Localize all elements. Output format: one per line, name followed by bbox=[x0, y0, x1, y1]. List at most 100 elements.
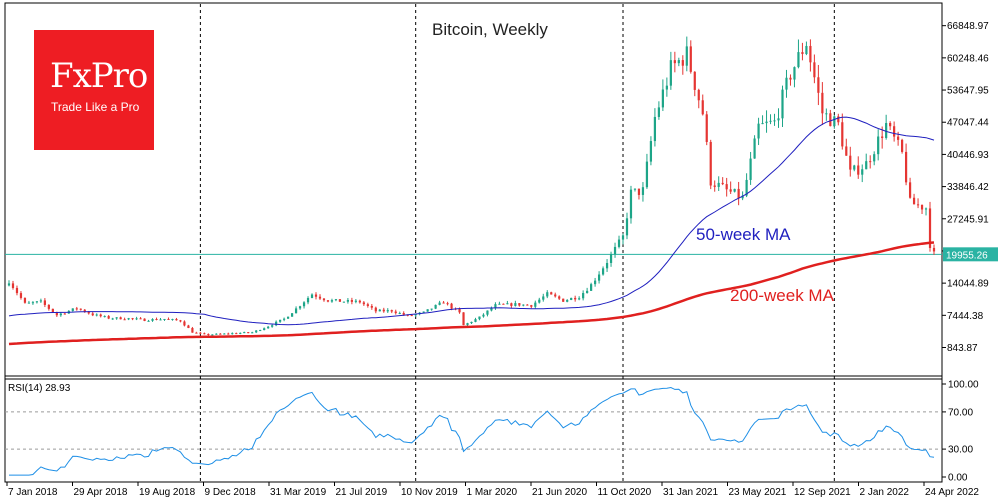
rsi-tick-label-2: 30.00 bbox=[948, 445, 973, 456]
candle-body-146 bbox=[590, 284, 593, 291]
candle-body-212 bbox=[853, 165, 856, 170]
candle-body-44 bbox=[183, 321, 186, 326]
price-tick-label-1: 60248.46 bbox=[947, 53, 989, 64]
candle-body-217 bbox=[873, 154, 876, 162]
candle-body-184 bbox=[741, 195, 744, 199]
candle-body-163 bbox=[657, 107, 660, 117]
candle-body-93 bbox=[378, 309, 381, 312]
price-tick-label-2: 53647.95 bbox=[947, 86, 989, 97]
candle-body-48 bbox=[199, 332, 202, 334]
candle-body-89 bbox=[362, 302, 365, 305]
candle-body-137 bbox=[554, 294, 557, 297]
candle-body-142 bbox=[574, 297, 577, 300]
candle-body-180 bbox=[725, 184, 728, 190]
candle-body-205 bbox=[825, 113, 828, 115]
candle-body-169 bbox=[681, 60, 684, 66]
candle-body-73 bbox=[298, 306, 302, 309]
candle-body-42 bbox=[175, 319, 178, 321]
candle-body-158 bbox=[637, 188, 641, 195]
candle-body-129 bbox=[522, 304, 525, 306]
candle-body-111 bbox=[450, 303, 453, 309]
candle-body-5 bbox=[27, 302, 31, 304]
candle-body-138 bbox=[558, 296, 561, 299]
time-tick-label-1: 29 Apr 2018 bbox=[74, 487, 128, 498]
candle-body-46 bbox=[191, 328, 194, 333]
candle-body-211 bbox=[849, 155, 852, 170]
candle-body-56 bbox=[231, 333, 234, 335]
candle-body-90 bbox=[366, 304, 369, 306]
candle-body-38 bbox=[159, 319, 162, 321]
candle-body-125 bbox=[506, 303, 509, 305]
candle-body-99 bbox=[402, 312, 405, 315]
time-tick-label-11: 23 May 2021 bbox=[729, 487, 787, 498]
candle-body-202 bbox=[813, 62, 816, 78]
ma200-line bbox=[8, 241, 935, 346]
candle-body-185 bbox=[745, 179, 748, 196]
candle-body-2 bbox=[15, 287, 19, 294]
candle-body-191 bbox=[769, 120, 772, 122]
candle-body-117 bbox=[474, 319, 477, 322]
logo-tagline: Trade Like a Pro bbox=[51, 100, 140, 114]
candle-body-47 bbox=[195, 332, 198, 334]
candle-body-182 bbox=[733, 188, 736, 192]
candle-body-70 bbox=[286, 316, 290, 319]
candle-body-71 bbox=[290, 313, 294, 317]
candle-body-135 bbox=[546, 292, 549, 297]
candle-body-116 bbox=[470, 321, 473, 324]
plot-frame bbox=[4, 2, 943, 483]
candle-body-1 bbox=[11, 283, 15, 288]
candle-body-131 bbox=[530, 305, 533, 307]
candle-body-162 bbox=[653, 116, 657, 142]
candle-body-66 bbox=[271, 325, 274, 327]
candle-body-65 bbox=[267, 326, 270, 329]
candle-body-139 bbox=[562, 298, 565, 302]
candle-body-190 bbox=[765, 121, 768, 124]
candle-body-54 bbox=[223, 333, 226, 335]
candle-body-200 bbox=[805, 45, 808, 55]
candle-body-75 bbox=[306, 298, 310, 303]
candle-body-204 bbox=[821, 92, 824, 114]
candle-body-165 bbox=[665, 85, 668, 90]
candle-body-210 bbox=[845, 146, 848, 156]
candle-body-152 bbox=[613, 246, 617, 255]
candle-body-19 bbox=[83, 309, 86, 313]
candle-body-149 bbox=[601, 268, 605, 275]
candle-body-98 bbox=[398, 312, 401, 314]
candle-body-16 bbox=[71, 308, 74, 311]
candle-body-92 bbox=[374, 307, 377, 312]
candle-body-178 bbox=[717, 182, 720, 187]
candle-body-85 bbox=[346, 300, 350, 302]
candle-body-68 bbox=[279, 319, 282, 322]
candle-body-25 bbox=[107, 316, 110, 319]
candle-body-12 bbox=[55, 312, 58, 316]
candle-body-154 bbox=[621, 235, 625, 240]
candle-body-87 bbox=[354, 300, 357, 302]
ma200-label: 200-week MA bbox=[730, 286, 835, 305]
candle-body-188 bbox=[757, 123, 760, 139]
candle-body-193 bbox=[777, 118, 780, 121]
candle-body-21 bbox=[91, 313, 94, 316]
candle-body-8 bbox=[39, 300, 43, 302]
candle-body-147 bbox=[593, 280, 597, 285]
candle-body-174 bbox=[701, 100, 704, 115]
candle-body-59 bbox=[243, 332, 246, 334]
candle-body-51 bbox=[211, 334, 214, 336]
candle-body-224 bbox=[900, 139, 904, 152]
candle-body-63 bbox=[259, 330, 262, 332]
candle-body-20 bbox=[87, 312, 90, 314]
candle-body-189 bbox=[761, 123, 764, 125]
candle-body-196 bbox=[789, 77, 792, 80]
time-tick-label-5: 21 Jul 2019 bbox=[336, 487, 388, 498]
candle-body-9 bbox=[43, 300, 46, 305]
candle-body-150 bbox=[605, 262, 609, 269]
candle-body-17 bbox=[75, 308, 78, 310]
price-tick-label-3: 47047.44 bbox=[947, 118, 989, 129]
candle-body-186 bbox=[749, 158, 752, 180]
candle-body-10 bbox=[47, 304, 50, 309]
candle-body-24 bbox=[103, 316, 106, 318]
candle-body-100 bbox=[406, 314, 409, 316]
candle-body-76 bbox=[310, 294, 314, 299]
candle-body-57 bbox=[235, 333, 238, 335]
candle-body-199 bbox=[801, 52, 804, 55]
candle-body-29 bbox=[123, 319, 126, 321]
